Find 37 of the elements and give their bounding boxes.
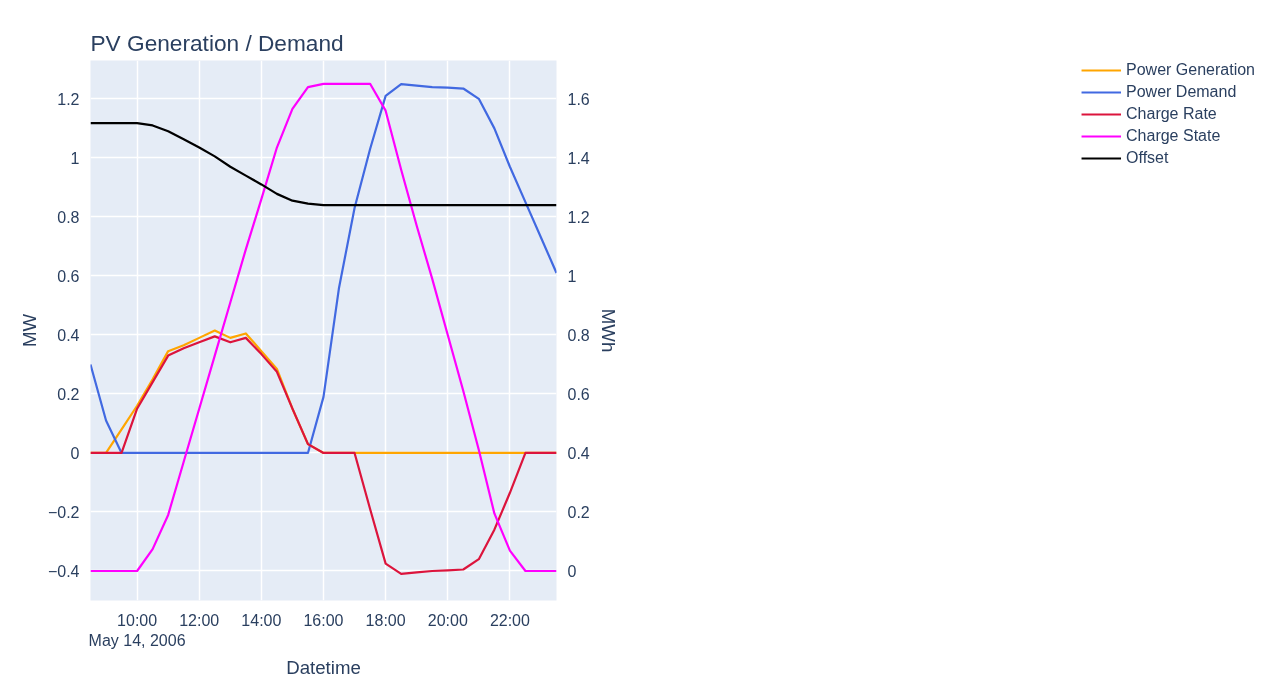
y-axis-title: MW — [18, 313, 40, 348]
line-series — [90, 121, 557, 207]
y-tick-label: 0 — [70, 444, 80, 462]
y2-tick-label: 1 — [567, 267, 577, 285]
legend-label: Power Demand — [1126, 83, 1237, 101]
y2-tick-label: 1.4 — [567, 149, 590, 167]
line-series — [90, 335, 557, 576]
y-tick-label: 0.2 — [57, 385, 80, 403]
y-tick-label: 0.4 — [57, 326, 80, 344]
y2-tick-label: 0.2 — [567, 503, 590, 521]
y-tick-label: 0.8 — [57, 208, 80, 226]
legend-label: Charge Rate — [1126, 105, 1217, 123]
y-tick-label: 1 — [70, 149, 80, 167]
y2-tick-label: 0.4 — [567, 444, 590, 462]
x-tick-label: 20:00 — [427, 611, 468, 629]
y-tick-label: −0.2 — [47, 503, 80, 521]
legend-label: Offset — [1126, 149, 1169, 167]
y2-axis-title: MWh — [597, 308, 619, 353]
y-tick-label: 1.2 — [57, 90, 80, 108]
y2-tick-label: 0 — [567, 562, 577, 580]
legend-label: Power Generation — [1126, 61, 1255, 79]
y2-tick-label: 1.6 — [567, 90, 590, 108]
x-tick-label: 12:00 — [179, 611, 220, 629]
y-tick-label: 0.6 — [57, 267, 80, 285]
line-series — [90, 82, 557, 573]
x-tick-label: 18:00 — [365, 611, 406, 629]
y2-tick-label: 0.8 — [567, 326, 590, 344]
chart-title: PV Generation / Demand — [90, 29, 344, 56]
x-tick-label: 14:00 — [241, 611, 282, 629]
y-tick-label: −0.4 — [47, 562, 80, 580]
legend-label: Charge State — [1126, 127, 1221, 145]
line-series — [90, 83, 557, 455]
x-axis-title: Datetime — [286, 656, 361, 678]
x-tick-label: 16:00 — [303, 611, 344, 629]
y2-tick-label: 0.6 — [567, 385, 590, 403]
y2-tick-label: 1.2 — [567, 208, 590, 226]
x-tick-label: 22:00 — [489, 611, 531, 629]
